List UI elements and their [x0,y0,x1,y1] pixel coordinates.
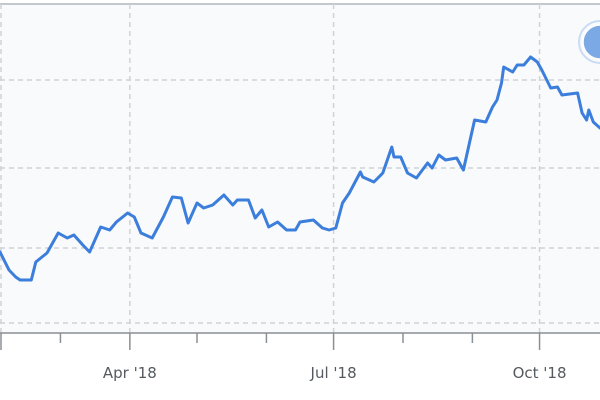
x-axis-ticks: Apr '18 Jul '18 Oct '18 [0,333,567,382]
flag-circle-icon[interactable] [578,20,600,64]
x-tick-label: Jul '18 [310,364,357,382]
series-line [0,55,600,282]
series-group [0,55,600,282]
x-tick-label: Oct '18 [513,364,567,382]
x-tick-label: Apr '18 [103,364,157,382]
gridlines [0,4,600,333]
